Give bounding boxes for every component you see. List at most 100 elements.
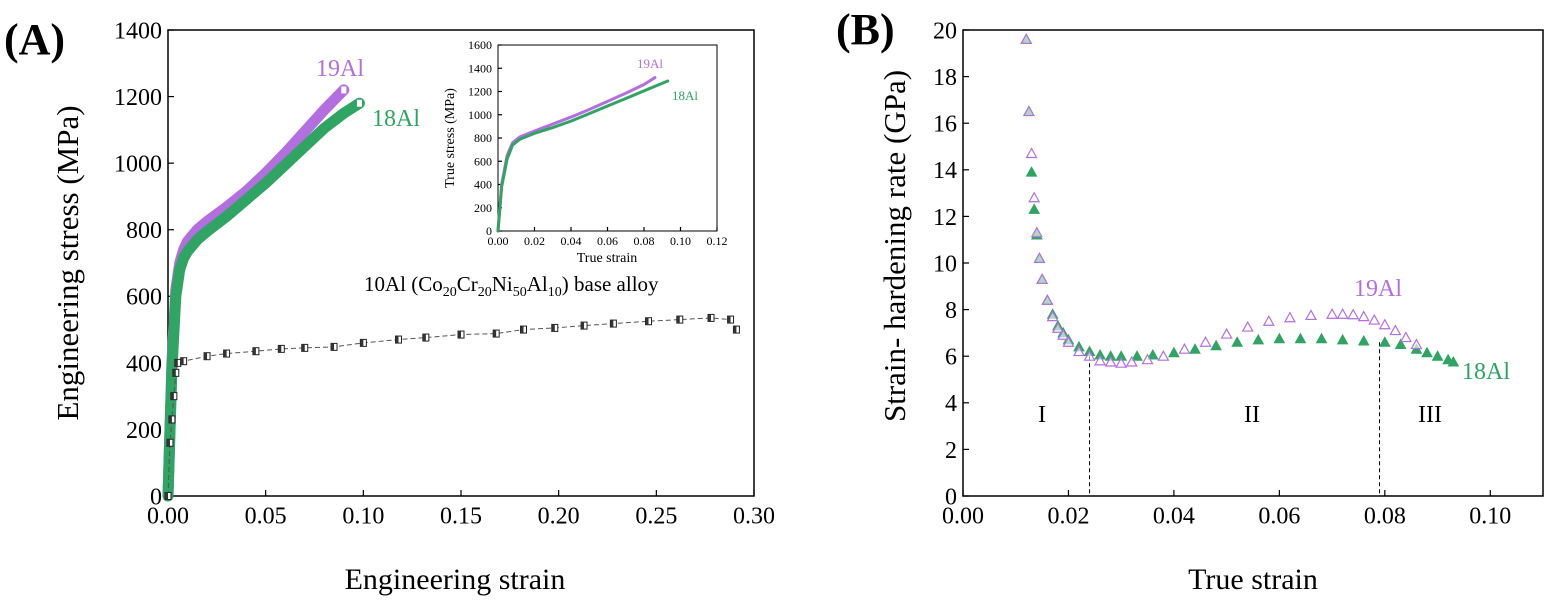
y-tick-label: 1200: [114, 85, 162, 111]
panel-b-x-label: True strain: [1188, 563, 1318, 596]
series-10al-point: [180, 357, 188, 366]
y-tick-label: 800: [126, 218, 162, 244]
series-18al-point: [1294, 332, 1307, 344]
x-tick-label: 0.05: [245, 504, 287, 530]
series-18al-point: [1210, 339, 1222, 351]
panel-b-label-18al: 18Al: [1462, 359, 1510, 385]
series-10al-point: [277, 344, 285, 353]
series-18al-point: [1421, 346, 1433, 358]
series-18al-point: [1315, 332, 1328, 344]
series-10al-point: [580, 321, 588, 330]
series-19al-point: [1262, 315, 1275, 326]
y-tick-label: 400: [126, 351, 162, 377]
y-tick-label: 18: [933, 65, 957, 91]
inset-frame: [497, 44, 718, 232]
x-tick-label: 0.06: [597, 234, 618, 248]
panel-b-y-ticks: 0 2 4 6 8 10 12 14 16 18 20: [933, 18, 969, 510]
x-tick-label: 0.02: [1047, 504, 1089, 530]
x-tick-label: 0.06: [1258, 504, 1300, 530]
x-tick-label: 0.10: [1469, 504, 1511, 530]
series-18al-point: [1336, 333, 1349, 345]
x-tick-label: 0.02: [524, 234, 545, 248]
y-tick-label: 6: [945, 345, 957, 371]
series-19al-point: [1378, 318, 1391, 330]
series-19al-point: [1094, 354, 1107, 366]
series-19al-point: [1336, 308, 1349, 319]
series-10al-point: [727, 315, 735, 324]
y-tick-label: 1400: [114, 18, 162, 44]
inset-y-label: True stress (MPa): [443, 88, 458, 188]
y-tick-label: 600: [126, 285, 162, 311]
x-tick-label: 0.00: [942, 504, 984, 530]
x-tick-label: 0.08: [634, 234, 655, 248]
x-tick-label: 0.04: [1153, 504, 1195, 530]
series-10al-line: [167, 317, 737, 497]
y-tick-label: 400: [474, 178, 492, 192]
series-18al-point: [1168, 346, 1180, 358]
x-tick-label: 0.10: [670, 234, 691, 248]
series-19al-point: [1030, 226, 1043, 238]
series-10al-point: [203, 352, 211, 361]
series-10al-point: [172, 368, 180, 377]
x-tick-label: 0.04: [561, 234, 582, 248]
panel-b-label-19al: 19Al: [1354, 276, 1402, 302]
region-label-ii: II: [1244, 402, 1260, 428]
series-10al-point: [422, 333, 430, 342]
series-19al-point: [1178, 342, 1191, 354]
series-19al-point: [1046, 310, 1059, 322]
series-18al-point: [1378, 336, 1391, 347]
panel-b-letter: (B): [836, 5, 895, 54]
series-19al-point: [1083, 349, 1096, 361]
inset-label-18al: 18Al: [672, 88, 698, 103]
panel-b-plot-area: [1020, 33, 1460, 496]
panel-a-plot-area: [162, 84, 740, 502]
series-10al-point: [164, 492, 172, 500]
x-tick-label: 0.12: [707, 234, 728, 248]
series-10al-point: [676, 315, 684, 324]
panel-b-y-label: Strain- hardening rate (GPa): [877, 70, 912, 422]
x-tick-label: 0.25: [635, 504, 677, 530]
series-19al-point: [1041, 294, 1054, 305]
x-tick-label: 0.10: [342, 504, 384, 530]
series-10al-point: [330, 342, 338, 351]
x-tick-label: 0.20: [538, 504, 580, 530]
series-18al-point: [1431, 350, 1444, 361]
series-10al-point: [168, 415, 176, 424]
panel-a-label-18al: 18Al: [372, 106, 420, 132]
series-19al-point: [1199, 335, 1212, 347]
y-tick-label: 800: [474, 131, 492, 145]
series-10al-point: [252, 347, 260, 356]
region-label-iii: III: [1418, 402, 1442, 428]
y-tick-label: 16: [933, 112, 957, 138]
y-tick-label: 600: [474, 154, 492, 168]
y-tick-label: 0: [150, 484, 162, 510]
series-10al-point: [394, 335, 402, 344]
series-18al-point: [1447, 355, 1460, 367]
panel-a-label-19al: 19Al: [316, 56, 364, 82]
series-19al-point: [1326, 308, 1339, 319]
series-18al-end-marker: [355, 98, 363, 108]
x-tick-label: 0.15: [440, 504, 482, 530]
series-10al-point: [457, 330, 465, 339]
series-19al-point: [1283, 311, 1296, 323]
series-19al-point: [1220, 327, 1233, 339]
series-19al-point: [1062, 335, 1075, 347]
series-19al-point: [1020, 33, 1033, 44]
y-tick-label: 8: [945, 298, 957, 324]
panel-a-base-alloy-annotation: 10Al (Co20Cr20Ni50Al10) base alloy: [364, 272, 659, 300]
inset-series-18al-line: [496, 79, 670, 233]
series-18al-point: [1231, 336, 1244, 347]
series-10al-point: [166, 438, 174, 447]
series-10al-point: [492, 329, 500, 338]
y-tick-label: 10: [933, 251, 957, 277]
y-tick-label: 200: [126, 418, 162, 444]
series-19al-point: [1357, 310, 1370, 322]
series-19al-line: [162, 84, 350, 502]
y-tick-label: 1000: [468, 108, 492, 122]
series-10al-point: [301, 343, 309, 352]
series-18al-point: [1146, 349, 1159, 360]
y-tick-label: 200: [474, 201, 492, 215]
series-19al-point: [1241, 320, 1254, 332]
series-19al-point: [1399, 331, 1412, 343]
